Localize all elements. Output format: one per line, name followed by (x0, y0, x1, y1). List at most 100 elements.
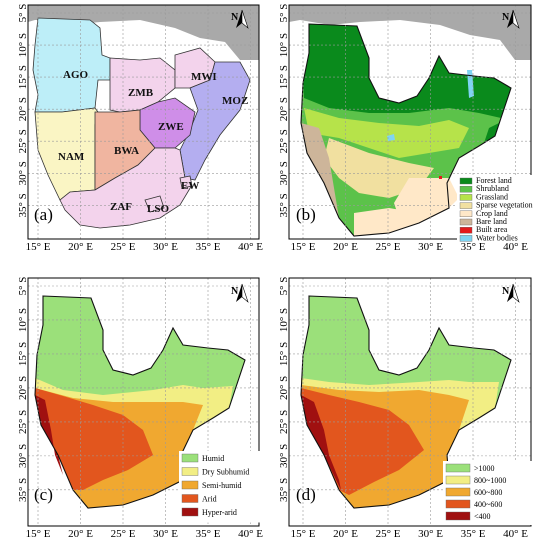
legend-swatch (459, 210, 473, 218)
y-tick-label: 10° S (17, 33, 29, 57)
north-arrow-icon: N (502, 9, 520, 29)
x-tick-label: 25° E (111, 241, 136, 253)
y-tick-label: 15° S (278, 342, 290, 366)
y-tick-label: 20° S (278, 97, 290, 121)
panel-a-map (28, 5, 259, 239)
panel-a-grid (28, 5, 259, 239)
legend-entry: Shrubland (476, 184, 509, 193)
label-zmb: ZMB (128, 87, 154, 99)
y-tick-label: 35° S (278, 193, 290, 217)
north-letter: N (231, 12, 239, 23)
y-tick-label: 25° S (17, 129, 29, 153)
legend-entry: Water bodies (476, 233, 518, 242)
panel-b-frame (288, 4, 532, 240)
panel-c-frame (27, 277, 260, 527)
y-tick-label: 35° S (17, 478, 29, 502)
legend-swatch (445, 487, 471, 497)
x-tick-label: 15° E (26, 528, 51, 540)
x-tick-label: 35° E (196, 241, 221, 253)
legend-entry: Arid (202, 495, 217, 504)
label-moz: MOZ (222, 95, 248, 107)
y-tick-label: 35° S (17, 193, 29, 217)
y-tick-label: 5° S (17, 277, 29, 296)
legend-swatch (445, 463, 471, 473)
x-tick-label: 40° E (503, 241, 528, 253)
legend-swatch (459, 226, 473, 234)
y-tick-label: 15° S (278, 65, 290, 89)
legend-swatch (459, 194, 473, 201)
x-tick-label: 15° E (26, 241, 51, 253)
north-arrow-icon: N (231, 9, 249, 29)
y-tick-label: 10° S (278, 308, 290, 332)
y-tick-label: 30° S (278, 444, 290, 468)
legend-swatch (459, 177, 473, 185)
legend-entry: Bare land (476, 217, 507, 226)
label-bwa: BWA (114, 145, 139, 157)
north-arrow-icon: N (231, 283, 249, 303)
x-tick-label: 35° E (461, 528, 486, 540)
x-tick-label: 25° E (376, 528, 401, 540)
legend-swatch (445, 475, 471, 485)
legend-swatch (459, 202, 473, 209)
axis-ticks: 15° E 20° E 25° E 30° E 35° E 40° E 5° S 10° S 1… (17, 4, 528, 540)
legend-entry: >1000 (474, 464, 495, 473)
legend-entry: Sparse vegetation (476, 201, 533, 210)
x-tick-label: 20° E (68, 528, 93, 540)
legend-swatch (181, 480, 199, 490)
x-tick-label: 30° E (153, 241, 178, 253)
north-letter: N (231, 286, 239, 297)
north-arrow-icon: N (502, 283, 520, 303)
x-tick-label: 15° E (291, 528, 316, 540)
x-tick-label: 40° E (238, 241, 263, 253)
legend-entry: Hyper-arid (202, 508, 237, 517)
label-ago: AGO (63, 69, 89, 81)
y-tick-label: 10° S (278, 33, 290, 57)
panel-d-label: (d) (296, 485, 316, 504)
y-tick-label: 25° S (278, 129, 290, 153)
legend-entry: Semi-humid (202, 481, 242, 490)
y-tick-label: 20° S (17, 376, 29, 400)
y-tick-label: 35° S (278, 478, 290, 502)
legend-entry: 600~800 (474, 488, 502, 497)
legend-swatch (445, 499, 471, 509)
legend-swatch (459, 218, 473, 226)
x-tick-label: 25° E (376, 241, 401, 253)
x-tick-label: 40° E (503, 528, 528, 540)
x-tick-label: 20° E (333, 528, 358, 540)
x-tick-label: 20° E (333, 241, 358, 253)
panel-d-map (289, 278, 531, 526)
country-lso (144, 195, 165, 213)
legend-swatch (445, 511, 471, 521)
x-tick-label: 15° E (291, 241, 316, 253)
panel-a-label: (a) (34, 205, 53, 224)
y-tick-label: 30° S (17, 161, 29, 185)
legend-entry: Grassland (476, 192, 508, 201)
legend-entry: 800~1000 (474, 476, 506, 485)
panel-a-frame (27, 4, 260, 240)
label-nam: NAM (58, 151, 85, 163)
legend-entry: <400 (474, 512, 491, 521)
label-lso: LSO (147, 203, 169, 215)
legend-entry: Humid (202, 454, 224, 463)
x-tick-label: 35° E (461, 241, 486, 253)
y-tick-label: 10° S (17, 308, 29, 332)
legend-entry: Forest land (476, 176, 512, 185)
y-tick-label: 5° S (17, 4, 29, 23)
panel-d-grid (289, 278, 531, 526)
x-tick-label: 30° E (418, 528, 443, 540)
panel-b-grid (289, 5, 531, 239)
label-zaf: ZAF (110, 201, 132, 213)
panel-c-label: (c) (34, 485, 53, 504)
country-ago (32, 17, 111, 113)
x-tick-label: 40° E (238, 528, 263, 540)
legend-swatch (181, 467, 199, 476)
legend-swatch (459, 185, 473, 193)
y-tick-label: 25° S (278, 410, 290, 434)
country-ew (179, 175, 193, 189)
north-letter: N (502, 286, 510, 297)
legend-entry: Built area (476, 225, 508, 234)
legend-entry: Crop land (476, 209, 508, 218)
legend-swatch (459, 235, 473, 242)
